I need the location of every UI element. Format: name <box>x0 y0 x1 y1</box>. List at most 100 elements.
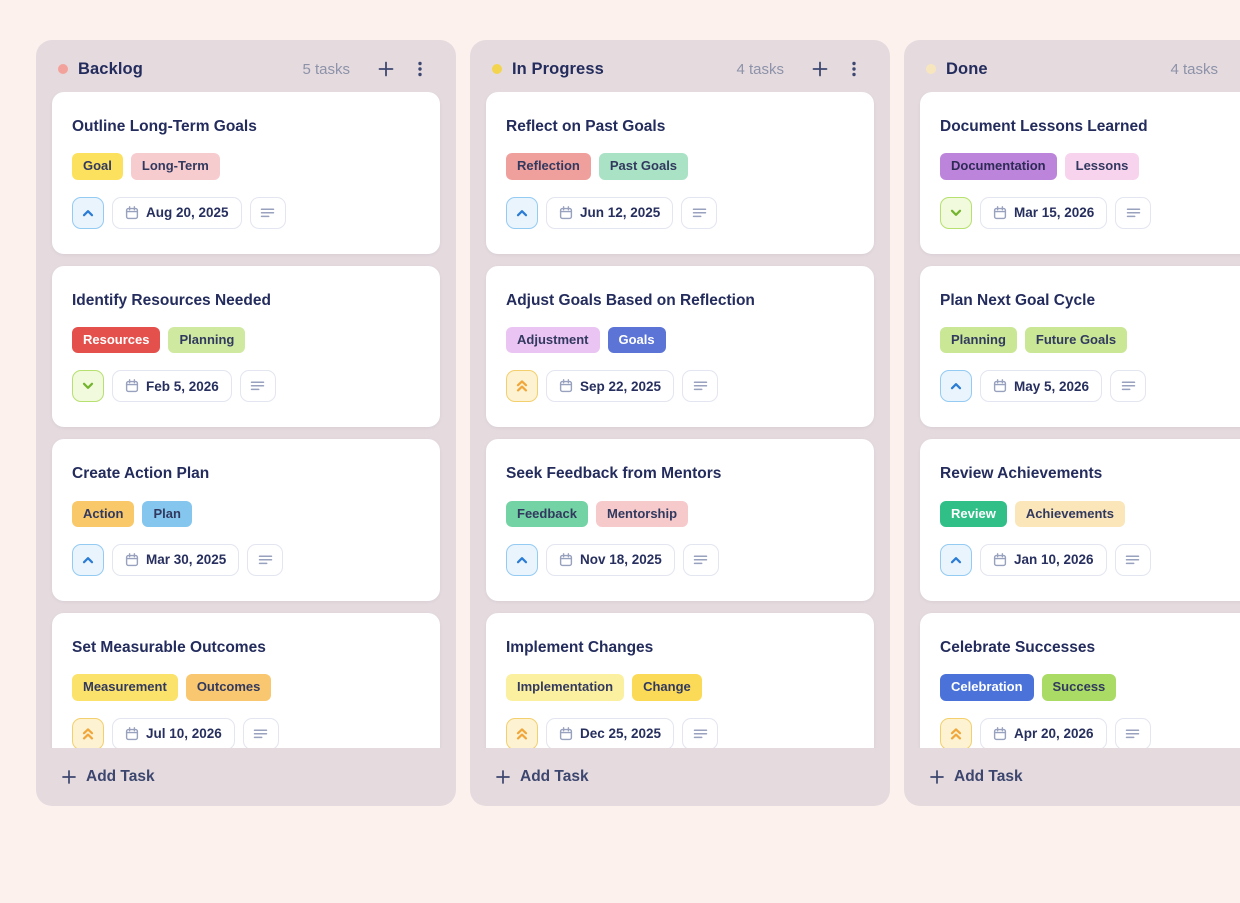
due-date-chip[interactable]: Feb 5, 2026 <box>112 370 232 403</box>
task-list: Reflect on Past Goals Reflection Past Goa… <box>470 92 890 748</box>
task-tag: Measurement <box>72 674 178 701</box>
due-date-chip[interactable]: Jan 10, 2026 <box>980 543 1107 576</box>
priority-button-high[interactable] <box>940 543 972 576</box>
description-icon <box>693 728 708 740</box>
task-footer: Mar 30, 2025 <box>72 543 420 576</box>
description-icon <box>1125 554 1140 566</box>
task-footer: Jun 12, 2025 <box>506 196 854 229</box>
task-title: Create Action Plan <box>72 465 210 483</box>
task-tags: Planning Future Goals <box>940 327 1240 354</box>
due-date-chip[interactable]: Jul 10, 2026 <box>112 717 235 748</box>
task-footer: May 5, 2026 <box>940 370 1240 403</box>
task-card[interactable]: Reflect on Past Goals Reflection Past Goa… <box>486 92 874 254</box>
due-date-chip[interactable]: Mar 30, 2025 <box>112 543 240 576</box>
task-title: Celebrate Successes <box>940 638 1096 656</box>
task-tags: Implementation Change <box>506 674 854 701</box>
priority-button-high[interactable] <box>506 543 538 576</box>
column-menu-button[interactable] <box>408 57 432 81</box>
priority-button-urgent[interactable] <box>72 717 104 748</box>
description-button[interactable] <box>1114 717 1151 748</box>
column-task-count: 4 tasks <box>1170 60 1218 78</box>
description-button[interactable] <box>682 543 719 576</box>
description-button[interactable] <box>249 196 286 229</box>
priority-button-low[interactable] <box>72 370 104 403</box>
priority-button-high[interactable] <box>72 196 104 229</box>
task-card[interactable]: Implement Changes Implementation Change D… <box>486 612 874 748</box>
priority-button-high[interactable] <box>940 370 972 403</box>
task-card[interactable]: Adjust Goals Based on Reflection Adjustm… <box>486 265 874 428</box>
priority-button-urgent[interactable] <box>506 717 538 748</box>
task-tag: Lessons <box>1064 153 1140 180</box>
priority-button-urgent[interactable] <box>940 717 972 748</box>
task-tags: Review Achievements <box>940 500 1240 527</box>
due-date-chip[interactable]: Sep 22, 2025 <box>546 370 675 403</box>
task-tag: Reflection <box>506 153 591 180</box>
description-icon <box>692 207 707 219</box>
description-button[interactable] <box>1110 370 1147 403</box>
description-button[interactable] <box>682 370 719 403</box>
priority-button-low[interactable] <box>940 196 972 229</box>
task-card[interactable]: Identify Resources Needed Resources Plann… <box>52 265 440 428</box>
description-icon <box>1125 728 1140 740</box>
description-button[interactable] <box>239 370 276 403</box>
due-date-chip[interactable]: Mar 15, 2026 <box>980 196 1108 229</box>
add-card-button[interactable] <box>808 57 832 81</box>
task-card[interactable]: Celebrate Successes Celebration Success A… <box>920 612 1240 748</box>
add-task-button[interactable]: Add Task <box>904 748 1240 806</box>
task-title: Adjust Goals Based on Reflection <box>506 291 755 309</box>
column-status-dot-icon <box>926 64 936 74</box>
task-card[interactable]: Plan Next Goal Cycle Planning Future Goal… <box>920 265 1240 428</box>
due-date-label: Mar 30, 2025 <box>146 552 227 568</box>
column-menu-button[interactable] <box>842 57 866 81</box>
task-card[interactable]: Review Achievements Review Achievements J… <box>920 439 1240 601</box>
description-icon <box>258 554 273 566</box>
calendar-icon <box>125 205 139 220</box>
task-tag: Change <box>632 674 702 701</box>
due-date-chip[interactable]: Dec 25, 2025 <box>546 717 675 748</box>
description-button[interactable] <box>247 543 284 576</box>
task-footer: Aug 20, 2025 <box>72 196 420 229</box>
task-tag: Planning <box>940 327 1017 354</box>
task-tag: Plan <box>142 500 192 527</box>
due-date-chip[interactable]: Apr 20, 2026 <box>980 717 1107 748</box>
task-tags: Goal Long-Term <box>72 153 420 180</box>
description-button[interactable] <box>1115 196 1152 229</box>
task-card[interactable]: Seek Feedback from Mentors Feedback Mento… <box>486 439 874 601</box>
description-icon <box>1121 380 1136 392</box>
task-title: Plan Next Goal Cycle <box>940 291 1096 309</box>
add-card-button[interactable] <box>374 57 398 81</box>
task-card[interactable]: Set Measurable Outcomes Measurement Outco… <box>52 612 440 748</box>
due-date-chip[interactable]: Aug 20, 2025 <box>112 196 242 229</box>
description-button[interactable] <box>681 196 718 229</box>
description-button[interactable] <box>1114 543 1151 576</box>
description-icon <box>1126 207 1141 219</box>
due-date-chip[interactable]: May 5, 2026 <box>980 370 1103 403</box>
task-tags: Reflection Past Goals <box>506 153 854 180</box>
plus-icon <box>61 769 77 785</box>
description-button[interactable] <box>682 717 719 748</box>
task-tags: Celebration Success <box>940 674 1240 701</box>
task-footer: Dec 25, 2025 <box>506 717 854 748</box>
due-date-label: Jun 12, 2025 <box>580 205 661 221</box>
task-tag: Long-Term <box>130 153 220 180</box>
calendar-icon <box>125 552 139 567</box>
due-date-chip[interactable]: Jun 12, 2025 <box>546 196 674 229</box>
task-list: Document Lessons Learned Documentation Le… <box>904 92 1240 748</box>
priority-button-high[interactable] <box>72 543 104 576</box>
task-card[interactable]: Create Action Plan Action Plan Mar 30, 20… <box>52 439 440 601</box>
task-title: Reflect on Past Goals <box>506 118 666 135</box>
task-card[interactable]: Document Lessons Learned Documentation Le… <box>920 92 1240 254</box>
priority-button-urgent[interactable] <box>506 370 538 403</box>
calendar-icon <box>559 205 573 220</box>
priority-button-high[interactable] <box>506 196 538 229</box>
due-date-chip[interactable]: Nov 18, 2025 <box>546 543 675 576</box>
task-tag: Achievements <box>1014 500 1125 527</box>
task-title: Set Measurable Outcomes <box>72 638 266 656</box>
task-tag: Review <box>940 500 1007 527</box>
add-task-label: Add Task <box>520 768 589 785</box>
description-button[interactable] <box>242 717 279 748</box>
add-task-button[interactable]: Add Task <box>470 748 890 806</box>
task-card[interactable]: Outline Long-Term Goals Goal Long-Term Au… <box>52 92 440 254</box>
description-icon <box>260 207 275 219</box>
add-task-button[interactable]: Add Task <box>36 748 456 806</box>
